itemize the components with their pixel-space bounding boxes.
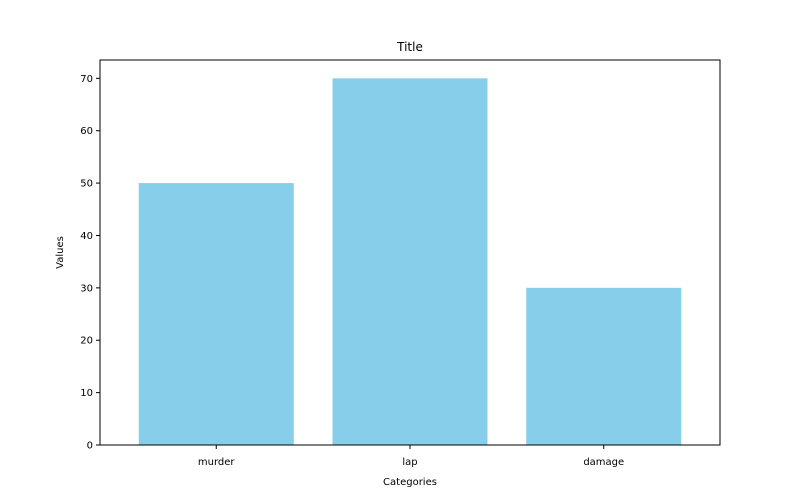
plot-area-frame: [99, 59, 721, 446]
x-tick-label-damage: damage: [583, 457, 624, 468]
x-tick-label-murder: murder: [198, 457, 236, 468]
bar-lap: [332, 78, 488, 445]
y-axis-label: Values: [55, 236, 66, 269]
y-tick-label: 50: [80, 179, 93, 190]
y-axis-ticks: 0 10 20 30 40 50 60 70: [80, 74, 100, 452]
y-tick-label: 20: [80, 336, 93, 347]
chart-title: Title: [396, 40, 423, 54]
bar-murder: [138, 183, 294, 445]
y-tick-label: 60: [80, 126, 93, 137]
y-tick-label: 70: [80, 74, 93, 85]
y-tick-label: 10: [80, 388, 93, 399]
x-axis-label: Categories: [383, 477, 437, 488]
y-tick-label: 30: [80, 283, 93, 294]
x-axis-ticks: murder lap damage: [198, 445, 624, 468]
x-tick-label-lap: lap: [402, 457, 417, 468]
y-tick-label: 0: [87, 441, 93, 452]
bars-group: [138, 78, 682, 445]
bar-damage: [526, 287, 682, 445]
y-tick-label: 40: [80, 231, 93, 242]
